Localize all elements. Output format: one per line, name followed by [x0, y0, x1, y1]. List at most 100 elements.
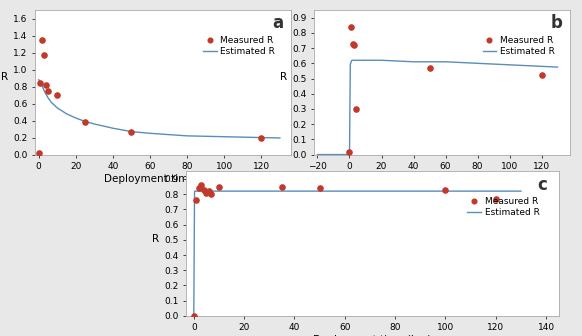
Estimated R — [554, 65, 561, 69]
Line: Estimated R: Estimated R — [38, 80, 280, 138]
Estimated R — [506, 63, 513, 67]
Line: Estimated R: Estimated R — [318, 60, 558, 155]
Estimated R — [221, 135, 228, 139]
Estimated R — [41, 89, 48, 93]
Estimated R — [109, 126, 116, 130]
Estimated R — [474, 61, 481, 65]
Estimated R — [37, 80, 44, 84]
Estimated R — [39, 85, 46, 89]
Estimated R — [362, 58, 369, 62]
Measured R — [202, 190, 211, 195]
Estimated R — [538, 64, 545, 68]
Measured R — [352, 106, 361, 112]
Estimated R — [492, 189, 499, 193]
Measured R — [43, 88, 52, 93]
Estimated R — [345, 153, 352, 157]
Measured R — [441, 187, 450, 192]
Legend: Measured R, Estimated R: Measured R, Estimated R — [464, 193, 543, 221]
Estimated R — [54, 106, 61, 110]
Measured R — [537, 73, 546, 78]
Measured R — [36, 81, 45, 86]
Measured R — [350, 42, 359, 48]
Measured R — [199, 187, 208, 192]
Measured R — [38, 37, 47, 43]
Measured R — [315, 185, 324, 191]
Estimated R — [203, 189, 210, 193]
Y-axis label: R: R — [281, 72, 288, 82]
Estimated R — [81, 119, 88, 123]
Estimated R — [314, 153, 321, 157]
Measured R — [425, 65, 434, 71]
Text: a: a — [272, 14, 283, 32]
Estimated R — [517, 189, 524, 193]
Measured R — [41, 82, 51, 88]
Estimated R — [316, 189, 323, 193]
Estimated R — [410, 60, 417, 64]
Estimated R — [258, 135, 265, 139]
Measured R — [491, 196, 501, 201]
Estimated R — [72, 116, 79, 120]
Estimated R — [192, 189, 199, 193]
Estimated R — [191, 189, 198, 193]
Measured R — [345, 149, 354, 154]
Measured R — [40, 52, 49, 58]
Measured R — [214, 184, 223, 189]
Estimated R — [426, 60, 433, 64]
Measured R — [191, 198, 201, 203]
Estimated R — [322, 153, 329, 157]
Estimated R — [346, 153, 353, 157]
Measured R — [348, 41, 357, 46]
Measured R — [257, 135, 266, 140]
Text: c: c — [538, 176, 548, 194]
Estimated R — [36, 79, 43, 83]
Estimated R — [354, 58, 361, 62]
Estimated R — [347, 60, 354, 64]
Estimated R — [276, 136, 283, 140]
Estimated R — [194, 189, 201, 193]
Measured R — [80, 120, 90, 125]
Measured R — [207, 192, 216, 197]
Estimated R — [378, 58, 385, 62]
Estimated R — [442, 60, 449, 64]
Estimated R — [35, 78, 42, 82]
Measured R — [277, 184, 286, 189]
Estimated R — [349, 58, 356, 62]
Measured R — [189, 313, 198, 319]
Estimated R — [147, 131, 154, 135]
Estimated R — [198, 189, 205, 193]
Estimated R — [42, 92, 49, 96]
X-axis label: Deployment time (hrs): Deployment time (hrs) — [383, 174, 502, 184]
Measured R — [204, 188, 214, 194]
Measured R — [346, 24, 356, 30]
Legend: Measured R, Estimated R: Measured R, Estimated R — [479, 32, 558, 59]
X-axis label: Deployment time (hrs): Deployment time (hrs) — [313, 335, 432, 336]
Estimated R — [183, 134, 190, 138]
Legend: Measured R, Estimated R: Measured R, Estimated R — [200, 32, 279, 59]
Estimated R — [330, 153, 337, 157]
Y-axis label: R: R — [152, 234, 159, 244]
Estimated R — [351, 58, 358, 62]
Estimated R — [190, 314, 197, 318]
Measured R — [34, 150, 43, 156]
Estimated R — [215, 189, 222, 193]
Estimated R — [338, 153, 345, 157]
Estimated R — [266, 189, 273, 193]
Estimated R — [91, 122, 98, 126]
Estimated R — [63, 112, 70, 116]
Text: b: b — [551, 14, 563, 32]
Estimated R — [48, 101, 55, 105]
Estimated R — [392, 189, 399, 193]
X-axis label: Deployment time (hrs): Deployment time (hrs) — [104, 174, 222, 184]
Estimated R — [128, 130, 135, 134]
Estimated R — [349, 58, 356, 62]
Estimated R — [44, 96, 51, 100]
Y-axis label: R: R — [1, 72, 8, 82]
Measured R — [52, 92, 62, 98]
Measured R — [197, 182, 206, 188]
Estimated R — [38, 82, 45, 86]
Estimated R — [347, 63, 354, 67]
Measured R — [127, 130, 136, 135]
Measured R — [194, 185, 204, 191]
Estimated R — [442, 189, 449, 193]
Line: Estimated R: Estimated R — [194, 191, 521, 316]
